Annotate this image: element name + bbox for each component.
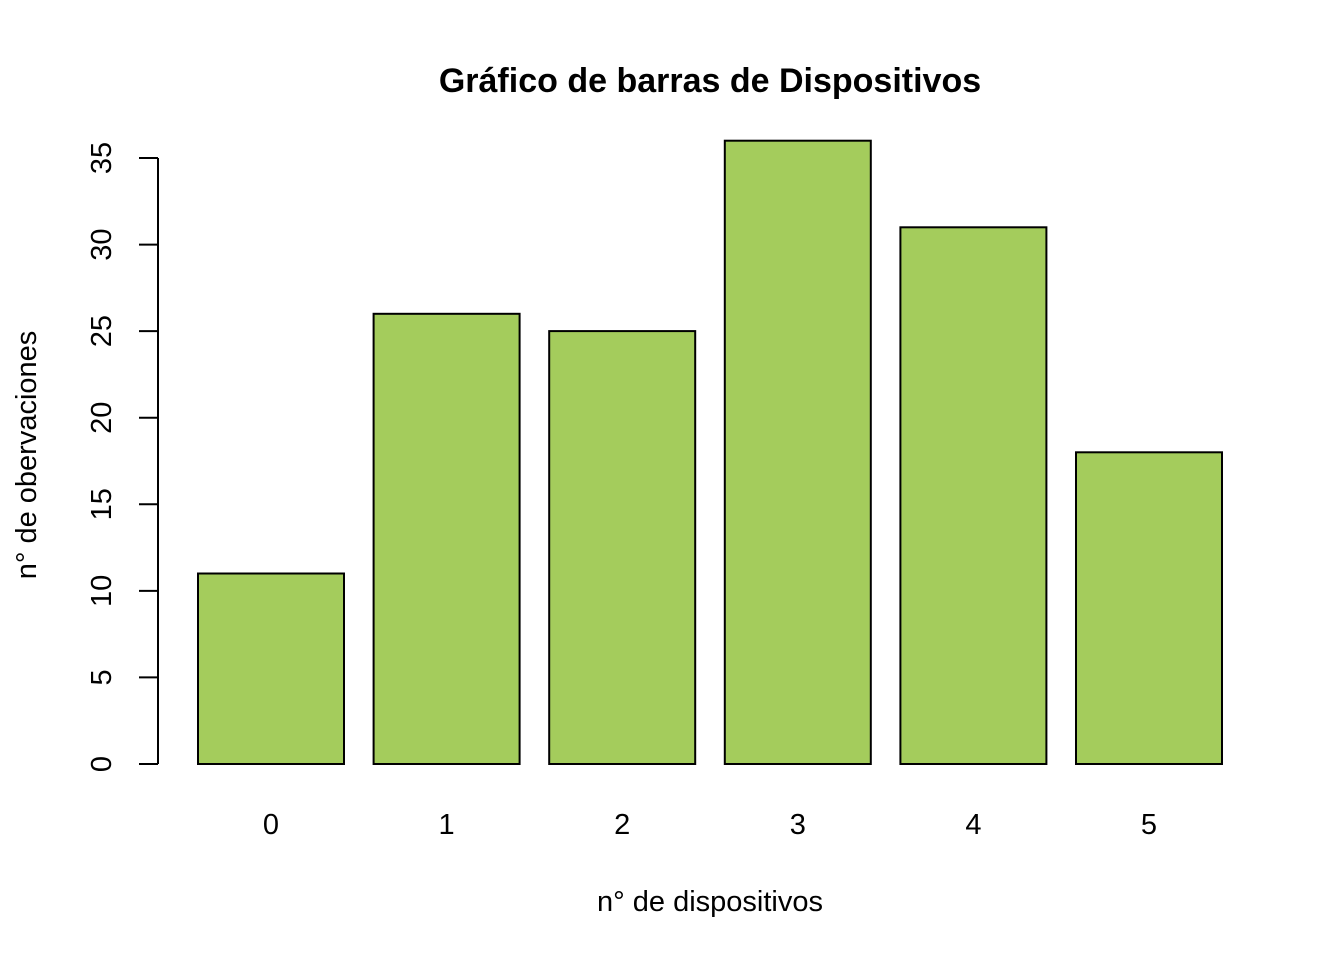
x-axis-tick-labels: 0 1 2 3 4 5 — [263, 809, 1157, 841]
y-tick-label-5: 5 — [86, 669, 118, 685]
y-tick-label-0: 0 — [86, 756, 118, 772]
y-tick-label-15: 15 — [86, 488, 118, 520]
x-tick-label-4: 4 — [965, 809, 981, 841]
x-tick-label-2: 2 — [614, 809, 630, 841]
y-axis-label: n° de obervaciones — [11, 331, 43, 580]
chart-title: Gráfico de barras de Dispositivos — [439, 62, 981, 100]
x-axis-label: n° de dispositivos — [597, 886, 823, 918]
x-tick-label-0: 0 — [263, 809, 279, 841]
y-tick-label-20: 20 — [86, 402, 118, 434]
x-tick-label-1: 1 — [439, 809, 455, 841]
bar-0 — [197, 572, 345, 765]
y-axis: 0 5 10 15 20 25 30 35 — [86, 142, 159, 772]
y-tick-label-10: 10 — [86, 575, 118, 607]
y-tick-label-25: 25 — [86, 315, 118, 347]
bars-group — [197, 139, 1223, 766]
x-tick-label-3: 3 — [790, 809, 806, 841]
bar-5 — [1075, 451, 1223, 765]
bar-3 — [723, 139, 872, 765]
bar-4 — [899, 226, 1048, 766]
y-tick-label-30: 30 — [86, 228, 118, 260]
bar-2 — [548, 330, 697, 765]
y-tick-label-35: 35 — [86, 142, 118, 174]
bar-1 — [372, 312, 521, 765]
x-tick-label-5: 5 — [1141, 809, 1157, 841]
